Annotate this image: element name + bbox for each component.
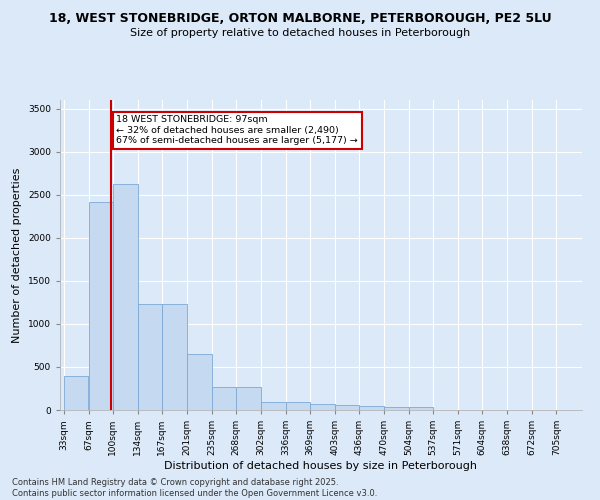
Bar [89, 202, 113, 410]
Bar [310, 404, 335, 410]
Bar [212, 387, 236, 410]
Bar [359, 406, 384, 410]
Bar [113, 184, 137, 410]
Text: 18, WEST STONEBRIDGE, ORTON MALBORNE, PETERBOROUGH, PE2 5LU: 18, WEST STONEBRIDGE, ORTON MALBORNE, PE… [49, 12, 551, 26]
Bar [162, 304, 187, 410]
Bar [335, 406, 359, 410]
Bar [286, 402, 310, 410]
Bar [236, 387, 260, 410]
Bar [261, 402, 286, 410]
Text: 18 WEST STONEBRIDGE: 97sqm
← 32% of detached houses are smaller (2,490)
67% of s: 18 WEST STONEBRIDGE: 97sqm ← 32% of deta… [116, 116, 358, 146]
Bar [187, 354, 212, 410]
Bar [138, 304, 162, 410]
Bar [384, 406, 409, 410]
Text: Contains HM Land Registry data © Crown copyright and database right 2025.
Contai: Contains HM Land Registry data © Crown c… [12, 478, 377, 498]
Y-axis label: Number of detached properties: Number of detached properties [13, 168, 22, 342]
Bar [64, 376, 88, 410]
Text: Size of property relative to detached houses in Peterborough: Size of property relative to detached ho… [130, 28, 470, 38]
Bar [409, 407, 433, 410]
X-axis label: Distribution of detached houses by size in Peterborough: Distribution of detached houses by size … [164, 461, 478, 471]
